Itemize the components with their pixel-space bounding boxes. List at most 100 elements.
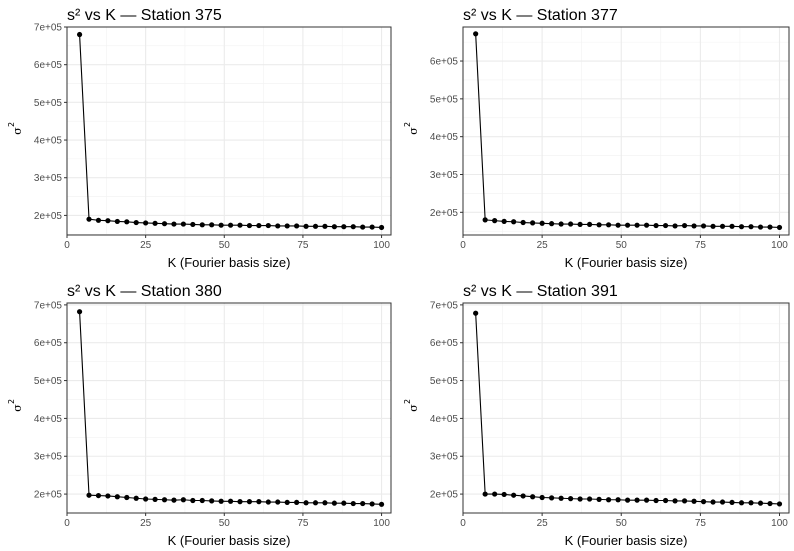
- data-point: [672, 498, 678, 504]
- plot-background: [67, 27, 391, 235]
- data-point: [568, 221, 574, 227]
- y-tick-label: 6e+05: [34, 60, 63, 71]
- y-tick-label: 5e+05: [430, 94, 459, 105]
- data-point: [303, 500, 309, 506]
- data-point: [143, 496, 149, 502]
- data-point: [748, 224, 754, 230]
- x-tick-label: 100: [373, 240, 390, 251]
- data-point: [294, 223, 300, 229]
- y-tick-label: 6e+05: [430, 338, 459, 349]
- data-point: [284, 223, 290, 229]
- data-point: [681, 222, 688, 229]
- chart-panel-1: 0 25 50 75 100 2e+05 3e+05 4e+05 5e+05 6e+05 7e+05…: [7, 7, 392, 270]
- x-tick-label: 25: [537, 518, 549, 529]
- data-point: [605, 497, 612, 503]
- y-tick-label: 4e+05: [430, 132, 459, 143]
- data-point: [143, 220, 149, 226]
- y-tick-label: 4e+05: [34, 414, 63, 425]
- data-point: [246, 499, 253, 505]
- x-tick-label: 75: [695, 518, 707, 529]
- data-point: [275, 223, 281, 229]
- data-point: [171, 497, 177, 503]
- data-point: [568, 496, 574, 502]
- x-tick-label: 50: [616, 240, 628, 251]
- data-point: [719, 223, 726, 229]
- data-point: [577, 221, 583, 228]
- chart-title: s² vs K — Station 375: [67, 7, 222, 24]
- data-point: [180, 497, 186, 503]
- data-point: [577, 496, 583, 502]
- y-tick-label: 2e+05: [430, 490, 459, 501]
- data-point: [171, 221, 177, 227]
- data-point: [322, 500, 328, 506]
- chart-panel-4: 0 25 50 75 100 2e+05 3e+05 4e+05 5e+05 6e+05 7e+05…: [403, 283, 790, 548]
- data-point: [161, 497, 168, 503]
- data-point: [114, 218, 120, 225]
- data-point: [520, 219, 526, 226]
- y-axis-title: σ2: [7, 399, 24, 412]
- data-point: [738, 500, 745, 506]
- data-point: [86, 216, 92, 222]
- data-point: [114, 494, 120, 500]
- data-point: [662, 222, 669, 229]
- data-point: [152, 496, 158, 502]
- y-tick-label: 2e+05: [34, 490, 63, 501]
- y-tick-label: 7e+05: [430, 300, 459, 311]
- data-point: [199, 497, 205, 504]
- x-tick-label: 25: [140, 518, 152, 529]
- data-point: [350, 500, 356, 507]
- data-point: [681, 498, 688, 504]
- y-tick-label: 4e+05: [34, 136, 63, 147]
- data-point: [303, 223, 309, 229]
- data-point: [350, 224, 356, 230]
- data-point: [209, 498, 215, 504]
- data-point: [691, 223, 697, 229]
- x-tick-label: 25: [537, 240, 549, 251]
- data-point: [265, 499, 271, 505]
- data-point: [105, 218, 111, 224]
- y-axis-symbol: σ: [407, 404, 420, 412]
- data-point: [748, 500, 754, 506]
- data-point: [587, 221, 593, 228]
- data-point: [501, 491, 507, 498]
- data-point: [596, 222, 602, 228]
- data-point: [341, 500, 347, 506]
- y-axis-symbol: σ: [11, 127, 24, 135]
- x-tick-label: 50: [219, 240, 231, 251]
- data-point: [284, 499, 290, 506]
- data-point: [275, 499, 281, 505]
- data-point: [549, 495, 555, 501]
- data-point: [246, 222, 253, 229]
- plot-background: [463, 27, 789, 235]
- data-point: [587, 496, 593, 502]
- data-point: [643, 497, 650, 503]
- data-point: [95, 492, 102, 499]
- panel-border: [462, 26, 790, 236]
- data-point: [710, 499, 716, 505]
- data-point: [729, 499, 735, 506]
- y-tick-label: 4e+05: [430, 414, 459, 425]
- data-point: [634, 497, 640, 503]
- data-point: [643, 222, 650, 228]
- data-point: [322, 223, 328, 229]
- y-tick-label: 5e+05: [34, 98, 63, 109]
- chart-title: s² vs K — Station 377: [463, 7, 618, 24]
- data-point: [256, 499, 262, 505]
- plot-background: [463, 303, 789, 513]
- data-point: [605, 222, 612, 228]
- data-point: [710, 223, 716, 229]
- x-axis-title: K (Fourier basis size): [565, 533, 688, 548]
- data-point: [776, 501, 783, 507]
- x-tick-label: 75: [297, 518, 309, 529]
- data-point: [634, 222, 640, 228]
- data-point: [738, 224, 745, 230]
- y-axis-title: σ2: [403, 399, 420, 412]
- data-point: [776, 224, 783, 231]
- data-point: [369, 224, 375, 230]
- y-tick-label: 2e+05: [34, 211, 63, 222]
- x-tick-label: 100: [373, 518, 390, 529]
- x-tick-label: 100: [771, 518, 788, 529]
- data-point: [596, 496, 602, 502]
- data-point: [312, 223, 319, 229]
